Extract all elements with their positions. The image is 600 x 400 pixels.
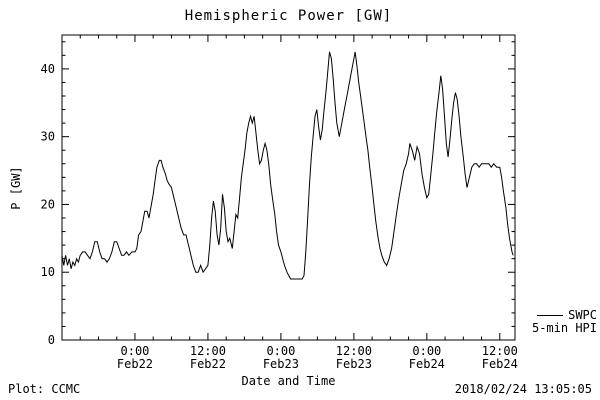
x-tick-date-label: Feb24 [409,357,445,371]
x-tick-date-label: Feb23 [263,357,299,371]
x-tick-date-label: Feb24 [482,357,518,371]
plot-timestamp: 2018/02/24 13:05:05 [454,382,592,396]
x-tick-time-label: 12:00 [482,344,518,358]
legend-entry: SWPC [511,309,597,322]
x-tick-time-label: 0:00 [121,344,150,358]
y-tick-label: 40 [41,62,55,76]
legend-series-label: 5-min HPI [531,321,597,335]
hpi-data-line [61,51,514,280]
x-tick-date-label: Feb22 [190,357,226,371]
y-tick-label: 0 [48,333,55,347]
y-tick-label: 10 [41,265,55,279]
y-tick-label: 30 [41,130,55,144]
x-tick-time-label: 12:00 [336,344,372,358]
y-tick-label: 20 [41,197,55,211]
x-tick-date-label: Feb23 [336,357,372,371]
x-tick-date-label: Feb22 [117,357,153,371]
x-tick-time-label: 12:00 [190,344,226,358]
series-line-icon [537,315,564,316]
plot-source-label: Plot: CCMC [8,382,81,396]
plot-frame [61,34,516,341]
x-tick-time-label: 0:00 [412,344,441,358]
x-tick-time-label: 0:00 [266,344,295,358]
legend-source-label: SWPC [568,308,597,322]
chart-title: Hemispheric Power [GW] [184,8,393,24]
x-axis-label: Date and Time [241,374,336,388]
legend: SWPC 5-min HPI [511,309,597,335]
